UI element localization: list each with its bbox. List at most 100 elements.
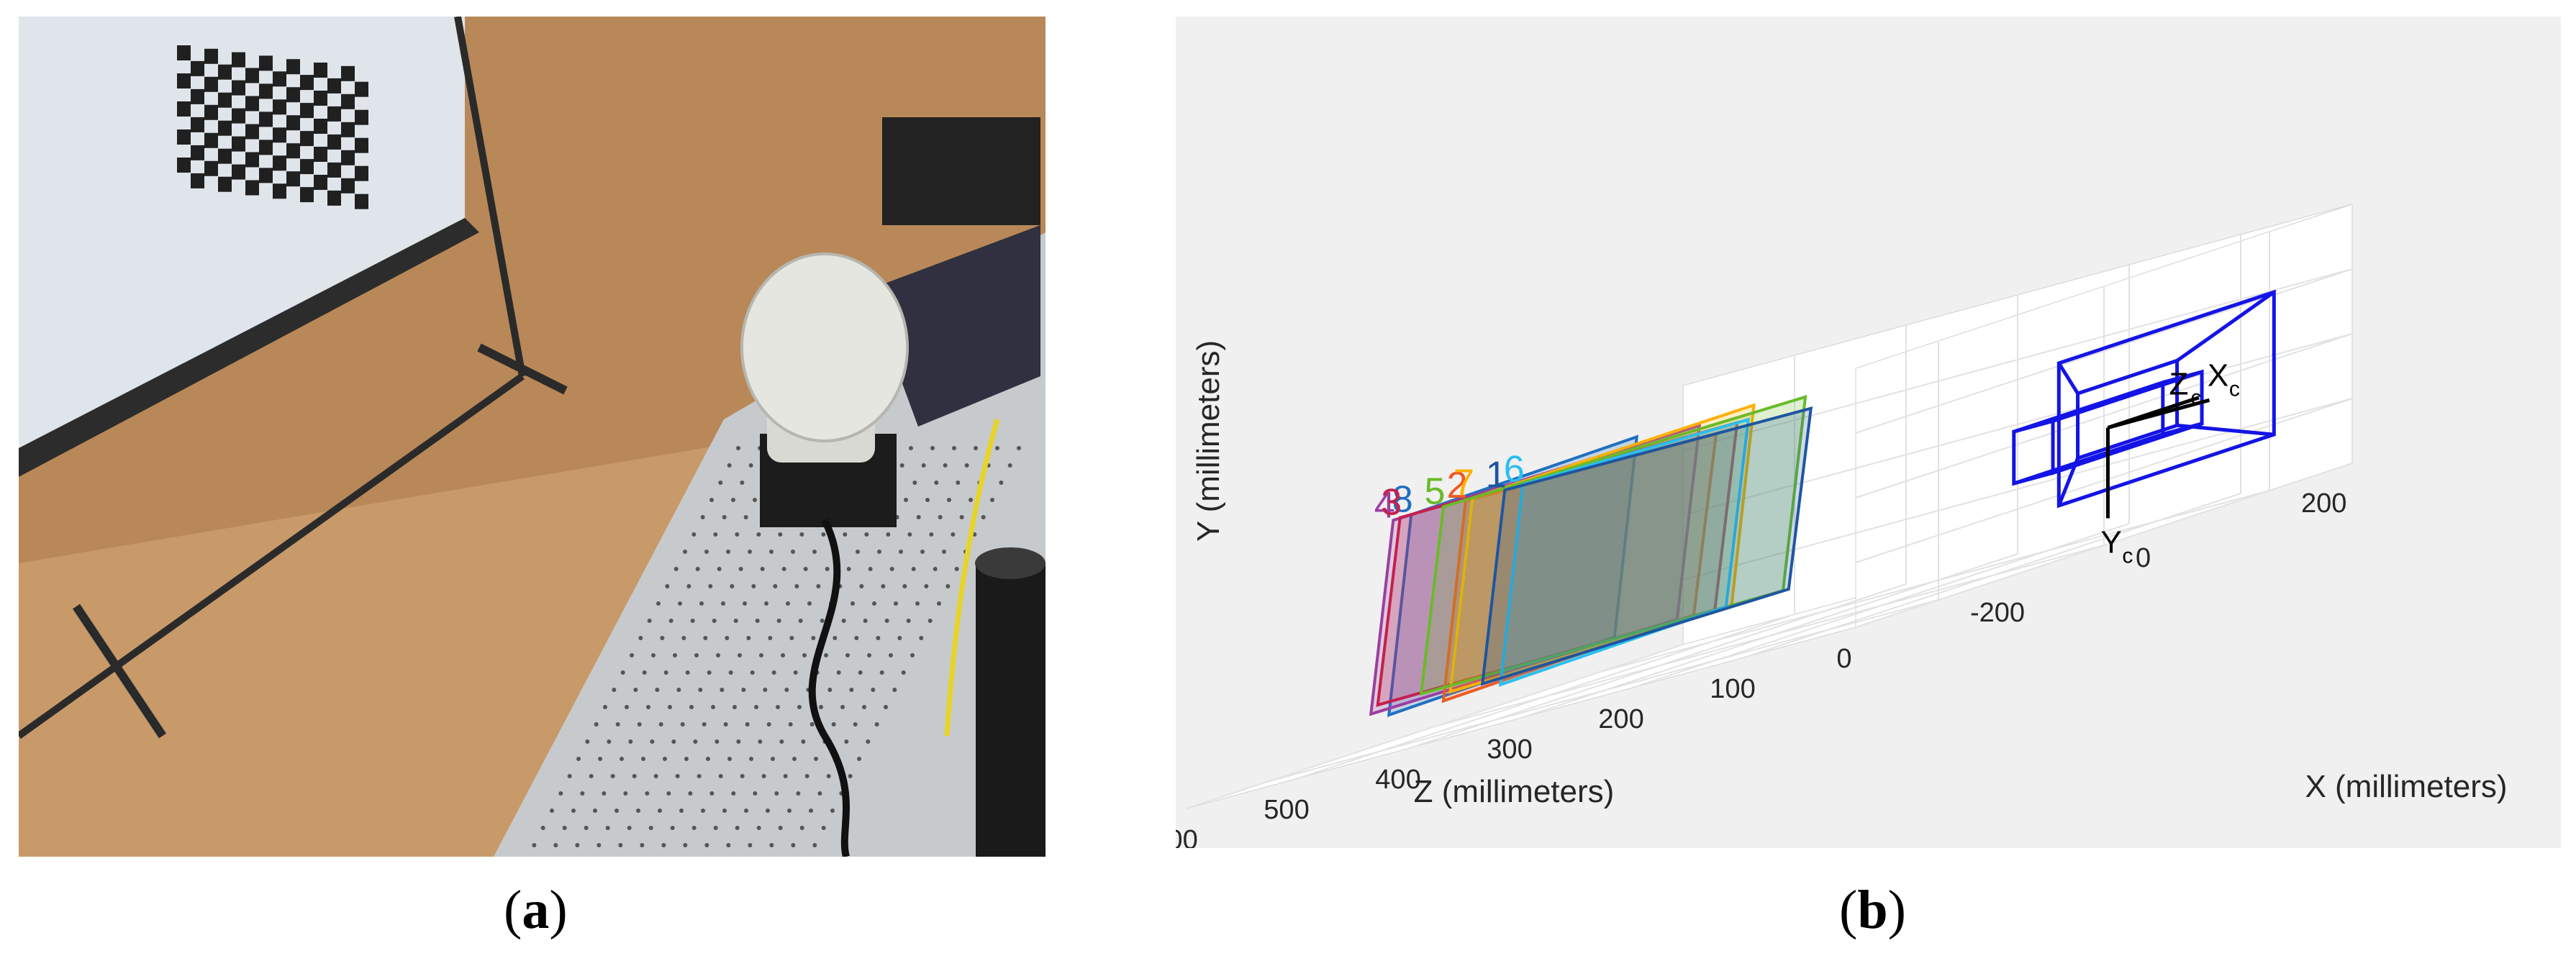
z-axis-label: Z (millimeters) bbox=[1414, 774, 1615, 809]
table-hole bbox=[580, 791, 585, 796]
table-hole bbox=[919, 636, 924, 640]
table-hole bbox=[640, 843, 645, 847]
table-hole bbox=[741, 688, 746, 692]
table-hole bbox=[670, 826, 675, 830]
grid-line-y-wall bbox=[1682, 268, 2353, 451]
table-hole bbox=[921, 463, 926, 468]
checker-square bbox=[218, 148, 232, 164]
checker-square bbox=[327, 190, 341, 206]
checker-square bbox=[177, 158, 191, 173]
board-label: 6 bbox=[1504, 449, 1525, 491]
table-hole bbox=[666, 791, 671, 796]
checker-square bbox=[259, 111, 273, 127]
table-hole bbox=[730, 584, 735, 588]
table-hole bbox=[981, 515, 986, 519]
table-hole bbox=[593, 809, 597, 813]
camera-body-edge bbox=[2162, 370, 2203, 385]
table-hole bbox=[864, 532, 869, 537]
checker-square bbox=[191, 145, 204, 160]
table-hole bbox=[902, 584, 907, 588]
table-hole bbox=[738, 653, 742, 657]
table-hole bbox=[576, 757, 581, 761]
table-hole bbox=[684, 757, 689, 761]
table-hole bbox=[678, 601, 682, 606]
table-hole bbox=[735, 826, 740, 830]
checker-square bbox=[327, 106, 341, 122]
table-hole bbox=[945, 584, 951, 588]
camera-lens bbox=[976, 563, 1046, 857]
table-hole bbox=[856, 550, 860, 554]
checker-square bbox=[300, 131, 314, 147]
panel-a-letter: a bbox=[522, 880, 550, 940]
table-hole bbox=[811, 636, 816, 640]
checker-square bbox=[286, 143, 300, 159]
z-tick-label: 0 bbox=[1836, 644, 1851, 674]
checker-square bbox=[232, 80, 245, 96]
checker-square bbox=[191, 117, 204, 132]
table-hole bbox=[743, 601, 747, 606]
camera-axis-y-label: Y bbox=[2100, 525, 2121, 560]
table-hole bbox=[638, 636, 643, 640]
z-tick-label: 500 bbox=[1264, 795, 1309, 825]
table-hole bbox=[796, 791, 801, 796]
checker-square bbox=[355, 193, 368, 209]
board-label: 7 bbox=[1453, 462, 1474, 504]
checker-square bbox=[327, 162, 341, 178]
table-hole bbox=[625, 705, 629, 709]
table-hole bbox=[831, 722, 836, 727]
checker-square bbox=[259, 55, 273, 71]
checker-square bbox=[286, 171, 300, 187]
table-hole bbox=[760, 567, 765, 571]
table-hole bbox=[1017, 446, 1021, 450]
checker-square bbox=[177, 45, 191, 60]
table-hole bbox=[792, 757, 797, 761]
checker-square bbox=[259, 168, 273, 183]
table-hole bbox=[598, 757, 602, 761]
stand-bar bbox=[19, 373, 525, 739]
table-hole bbox=[718, 480, 723, 485]
checker-square bbox=[327, 134, 341, 150]
table-hole bbox=[954, 567, 959, 571]
table-hole bbox=[969, 498, 973, 502]
checker-square bbox=[286, 59, 300, 75]
table-hole bbox=[840, 705, 845, 709]
table-hole bbox=[655, 688, 660, 692]
table-hole bbox=[801, 739, 806, 744]
table-hole bbox=[894, 601, 898, 606]
y-axis-label: Y (millimeters) bbox=[1191, 340, 1226, 542]
table-hole bbox=[769, 843, 774, 847]
table-hole bbox=[799, 826, 804, 830]
table-hole bbox=[648, 826, 653, 830]
table-hole bbox=[995, 446, 999, 450]
table-hole bbox=[708, 584, 713, 588]
grid-line-y bbox=[1855, 398, 2353, 563]
table-hole bbox=[691, 826, 697, 830]
table-hole bbox=[673, 653, 677, 657]
z-tick-label: 300 bbox=[1487, 734, 1532, 765]
table-hole bbox=[722, 809, 727, 813]
panel-label-a: (a) bbox=[504, 879, 568, 942]
table-hole bbox=[897, 636, 902, 640]
table-hole bbox=[665, 584, 670, 588]
x-tick-label: -200 bbox=[1970, 598, 2025, 628]
checker-square bbox=[355, 137, 368, 153]
checker-square bbox=[355, 81, 368, 97]
table-hole bbox=[787, 809, 792, 813]
table-hole bbox=[924, 584, 929, 588]
table-hole bbox=[763, 688, 768, 692]
grid-line-x bbox=[1600, 490, 2270, 673]
table-hole bbox=[859, 584, 864, 588]
table-hole bbox=[597, 843, 602, 847]
laptop bbox=[868, 225, 1040, 427]
table-hole bbox=[819, 705, 823, 709]
table-hole bbox=[803, 567, 808, 571]
table-hole bbox=[952, 446, 956, 450]
table-hole bbox=[947, 498, 951, 502]
table-hole bbox=[768, 636, 773, 640]
z-tick-label: 200 bbox=[1598, 704, 1643, 734]
camera-lens-front bbox=[975, 547, 1046, 579]
table-hole bbox=[628, 739, 633, 744]
table-hole bbox=[702, 722, 707, 727]
table-hole bbox=[603, 705, 607, 709]
table-hole bbox=[899, 463, 904, 468]
